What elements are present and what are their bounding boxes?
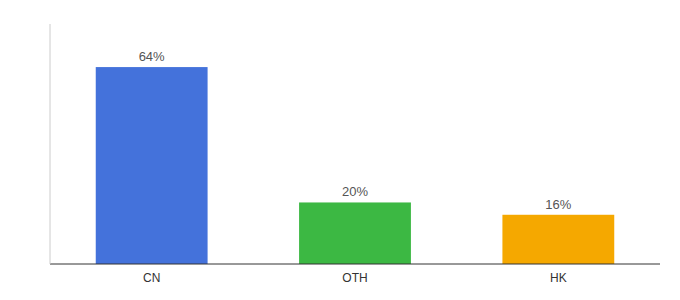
bars [96,67,615,264]
x-tick-label: OTH [342,271,367,285]
data-label: 20% [342,184,368,199]
x-axis-line [50,264,660,265]
bar [299,202,411,264]
data-label: 64% [139,49,165,64]
y-axis-line [50,24,51,264]
chart-container: CN OTH HK 64% 20% 16% [0,0,680,300]
data-label: 16% [545,197,571,212]
bar [502,215,614,264]
x-tick-label: HK [550,271,567,285]
chart: CN OTH HK 64% 20% 16% [0,0,680,300]
x-tick-label: CN [143,271,160,285]
bar [96,67,208,264]
